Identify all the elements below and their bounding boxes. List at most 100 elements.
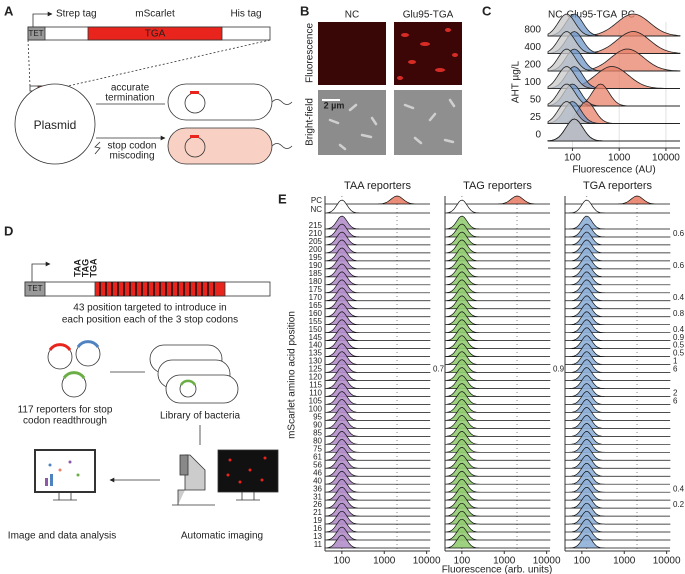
ridge: [564, 415, 671, 429]
ridge: [324, 255, 431, 270]
ridge: [324, 494, 431, 509]
gene-label: mScarlet: [135, 9, 175, 20]
ridge: [564, 510, 671, 525]
y-tick-label: 75: [313, 444, 322, 453]
panel-title: TAG reporters: [463, 180, 532, 192]
column-label: NC: [345, 10, 359, 21]
ridge: [324, 271, 431, 286]
caption: Library of bacteria: [160, 411, 240, 422]
y-tick-label: 25: [530, 112, 542, 123]
ridge: [564, 231, 671, 246]
y-tick-label: 155: [309, 317, 323, 326]
ridge: [564, 327, 671, 341]
ridge: [324, 462, 431, 477]
y-tick-label: 95: [313, 413, 322, 422]
ridge: [444, 391, 551, 405]
ridge: [324, 415, 431, 429]
ridge: [564, 455, 671, 469]
y-tick-label: 210: [309, 229, 323, 238]
ridge: [565, 199, 670, 214]
panel-b-images: [318, 22, 462, 155]
caption: 43 position targeted to introduce in: [73, 303, 226, 314]
y-tick-label: 90: [313, 420, 322, 429]
ridge: [565, 375, 670, 389]
annotation: 6: [673, 365, 678, 374]
ridge: [324, 335, 431, 349]
x-tick-label: 10000: [652, 153, 680, 164]
y-tick-label: 50: [530, 95, 542, 106]
panel-label: E: [278, 191, 287, 206]
x-tick-label: 100: [334, 556, 351, 567]
panel-d-art: [24, 261, 279, 506]
promoter-label: TET: [27, 284, 42, 293]
annotation: 0.4: [673, 293, 685, 302]
scale-bar-label: 2 µm: [324, 100, 345, 110]
y-tick-label: NC: [310, 205, 322, 214]
annotation: 0.2: [673, 500, 685, 509]
ridge: [444, 319, 551, 334]
y-tick-label: 145: [309, 333, 323, 342]
ridge: [444, 263, 551, 278]
ridge: [324, 526, 431, 541]
caption: each position each of the 3 stop codons: [62, 315, 238, 326]
ridge: [565, 215, 670, 230]
ridge: [564, 295, 671, 310]
y-tick-label: 150: [309, 325, 323, 334]
y-tick-label: 16: [313, 524, 322, 533]
ridge: [564, 223, 671, 238]
ridge: [324, 311, 430, 326]
ridge: [564, 335, 671, 349]
panel-label: A: [4, 3, 14, 18]
annotation: 0.7: [433, 365, 445, 374]
ridge: [565, 439, 670, 453]
ridge: [444, 534, 550, 549]
ridge: [565, 470, 670, 485]
ridge: [565, 195, 670, 205]
ridge: [444, 375, 550, 389]
ridge: [324, 375, 430, 389]
y-tick-label: 46: [313, 468, 322, 477]
ridge: [564, 486, 671, 501]
y-tick-label: 120: [309, 373, 323, 382]
y-tick-label: 190: [309, 261, 323, 270]
ridge: [324, 351, 431, 365]
legend-entry: Glu95-TGA: [566, 10, 617, 21]
ridge: [444, 199, 550, 214]
ridge: [565, 343, 670, 357]
ridge: [444, 415, 551, 429]
y-tick-label: 400: [524, 42, 541, 53]
x-tick-label: 1000: [608, 153, 631, 164]
y-tick-label: 800: [524, 25, 541, 36]
ridge: [564, 431, 671, 445]
ridge: [444, 502, 550, 517]
panel-label: D: [4, 223, 13, 238]
ridge: [565, 502, 670, 517]
y-tick-label: 125: [309, 365, 323, 374]
x-tick-label: 100: [454, 556, 471, 567]
panel-a-art: [14, 11, 293, 165]
ridge: [444, 486, 551, 501]
y-tick-label: 115: [309, 381, 322, 390]
ridge: [564, 518, 671, 533]
ridge: [324, 279, 430, 294]
ridge: [324, 367, 431, 381]
ridge: [324, 287, 431, 302]
panel-label: C: [482, 3, 492, 18]
annotation: 0.8: [673, 309, 685, 318]
ridge: [324, 199, 430, 214]
ridge: [324, 383, 431, 397]
ridge: [324, 439, 430, 453]
ridge: [444, 423, 551, 437]
ridge: [565, 247, 670, 262]
ridge: [565, 279, 670, 294]
ridge: [444, 295, 551, 310]
ridge: [324, 303, 431, 318]
ridge: [324, 486, 431, 501]
ridge: [324, 239, 431, 254]
ridge: [444, 518, 551, 533]
ridge: [547, 31, 680, 54]
panel-title: TAA reporters: [344, 180, 412, 192]
ridge: [444, 383, 551, 397]
y-tick-label: 200: [309, 245, 323, 254]
ridge: [444, 494, 551, 509]
